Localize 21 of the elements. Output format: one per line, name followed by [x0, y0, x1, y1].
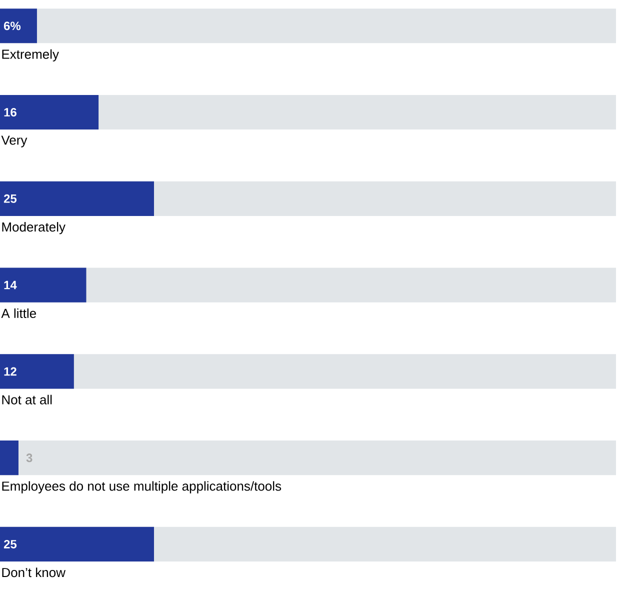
y-tick-label: Don’t know [2, 568, 66, 578]
data-label: 16 [4, 108, 16, 117]
bar [0, 95, 99, 130]
data-label: 25 [4, 194, 17, 203]
y-tick-label: Not at all [2, 394, 52, 404]
y-tick-label: Very [1, 136, 28, 148]
bar [0, 440, 18, 476]
data-label: 12 [4, 367, 16, 376]
data-label: 25 [4, 540, 17, 548]
bar [0, 354, 74, 389]
y-tick-label: Moderately [2, 222, 66, 234]
y-tick-label: Extremely [2, 49, 59, 62]
y-tick-label: A little [1, 308, 36, 318]
bar [0, 526, 154, 562]
data-label: 3 [26, 454, 32, 462]
data-label: 14 [4, 280, 17, 290]
bar [0, 268, 86, 302]
bar [0, 8, 37, 44]
y-tick-label: Employees do not use multiple applications/tools [2, 481, 282, 494]
bar [0, 181, 154, 216]
data-label: 6% [4, 22, 21, 30]
